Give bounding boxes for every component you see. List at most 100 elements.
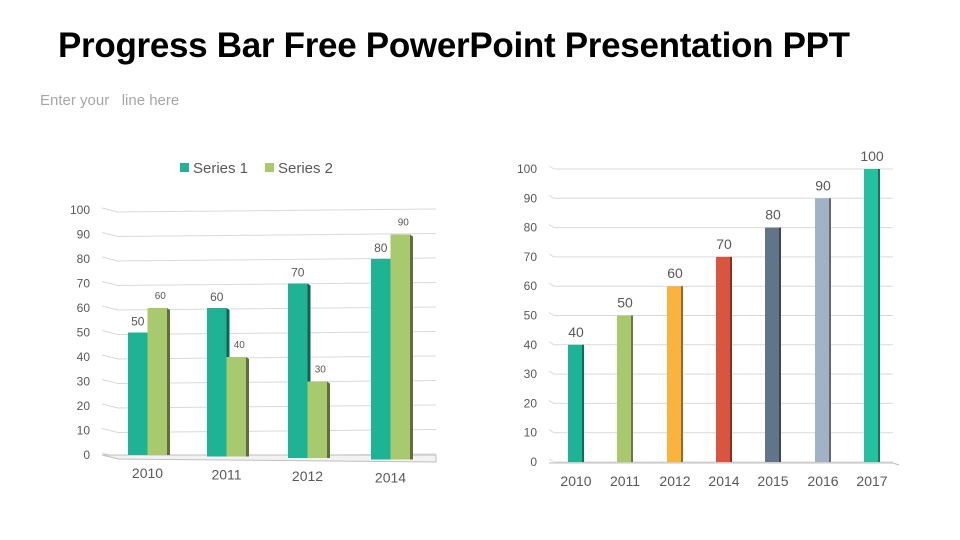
y-tick-label: 90	[77, 228, 91, 242]
data-label: 80	[374, 241, 388, 255]
subtitle-placeholder[interactable]: Enter your line here	[40, 92, 180, 109]
data-label: 40	[234, 340, 246, 351]
gridline-depth	[101, 232, 119, 237]
bar-side	[167, 308, 170, 455]
bar-series-2	[147, 308, 167, 455]
gridline-depth	[548, 370, 555, 375]
page-title: Progress Bar Free PowerPoint Presentatio…	[58, 26, 850, 65]
bar	[716, 256, 732, 462]
gridline-depth	[548, 194, 555, 199]
gridline-depth	[101, 256, 119, 262]
gridline	[117, 233, 437, 237]
bar-series-1	[128, 332, 148, 455]
gridline-depth	[101, 281, 119, 286]
bar	[568, 344, 584, 462]
bar	[667, 286, 683, 462]
y-tick-label: 50	[77, 326, 91, 340]
x-tick-label: 2014	[375, 470, 406, 486]
gridline-depth	[101, 330, 119, 335]
floor	[549, 462, 900, 466]
x-tick-label: 2010	[560, 473, 591, 489]
y-tick-label: 60	[77, 301, 91, 315]
bar-side	[582, 344, 584, 462]
y-tick-label: 0	[530, 455, 537, 469]
gridline-depth	[101, 207, 119, 213]
data-label: 50	[617, 295, 633, 311]
y-tick-label: 10	[524, 426, 538, 440]
bar-side	[829, 198, 831, 463]
data-label: 60	[210, 290, 224, 304]
bar-series-2	[226, 357, 246, 457]
bar	[815, 198, 831, 463]
gridline-depth	[101, 379, 119, 384]
gridline-depth	[101, 428, 119, 433]
data-label: 30	[315, 365, 327, 376]
gridline	[117, 257, 437, 262]
data-label: 70	[291, 266, 305, 280]
gridline-depth	[548, 282, 555, 287]
data-label: 70	[716, 236, 732, 252]
gridline-depth	[548, 429, 555, 434]
legend-swatch	[180, 163, 189, 172]
bar-side	[327, 381, 330, 458]
legend-label: Series 2	[278, 160, 333, 177]
data-label: 80	[765, 207, 781, 223]
gridline	[117, 208, 437, 213]
data-label: 50	[131, 315, 145, 329]
bar-series-1	[207, 308, 227, 457]
bar-series-2	[390, 234, 410, 460]
gridline-depth	[548, 224, 555, 229]
bar-series-2	[307, 381, 327, 458]
y-tick-label: 0	[83, 448, 90, 462]
y-tick-label: 10	[77, 424, 91, 438]
gridline-depth	[101, 403, 119, 409]
y-tick-label: 50	[524, 309, 538, 323]
legend-swatch	[265, 163, 274, 172]
y-tick-label: 80	[524, 221, 538, 235]
bar-side	[681, 286, 683, 462]
data-label: 60	[155, 291, 167, 302]
y-tick-label: 80	[77, 252, 91, 266]
y-tick-label: 30	[524, 367, 538, 381]
y-tick-label: 70	[77, 277, 91, 291]
bar-side	[779, 227, 781, 462]
bar	[765, 227, 781, 462]
gridline-depth	[548, 165, 555, 170]
bar-series-1	[371, 259, 391, 460]
x-tick-label: 2014	[708, 473, 739, 489]
y-tick-label: 60	[524, 279, 538, 293]
gridline-depth	[548, 253, 555, 258]
gridline-depth	[548, 458, 555, 463]
y-tick-label: 100	[70, 203, 90, 217]
gridline-depth	[101, 354, 119, 360]
bar	[864, 169, 880, 462]
data-label: 90	[398, 218, 410, 229]
data-label: 40	[568, 324, 584, 340]
x-tick-label: 2011	[211, 467, 241, 483]
gridline-depth	[548, 399, 555, 404]
y-tick-label: 40	[77, 350, 91, 364]
chart-clustered-columns: 0 10 20 30 40 50 60 70 80 90 100 50 60 2010 60 40 2011 70…	[70, 160, 437, 486]
x-tick-label: 2010	[132, 465, 163, 481]
x-tick-label: 2015	[757, 473, 788, 489]
bar-side	[246, 357, 249, 457]
legend-label: Series 1	[193, 160, 248, 177]
bar-side	[730, 256, 732, 462]
x-tick-label: 2016	[807, 473, 838, 489]
gridline-depth	[548, 341, 555, 346]
x-tick-label: 2011	[610, 473, 640, 489]
x-tick-label: 2017	[856, 473, 887, 489]
gridline-depth	[548, 312, 555, 316]
y-tick-label: 70	[524, 250, 538, 264]
bar-series-1	[288, 283, 308, 458]
y-tick-label: 40	[524, 338, 538, 352]
x-tick-label: 2012	[292, 468, 323, 484]
y-tick-label: 90	[524, 191, 538, 205]
y-tick-label: 20	[524, 396, 538, 410]
y-tick-label: 30	[77, 375, 91, 389]
gridline-depth	[101, 305, 119, 311]
chart-progress-columns: 0 10 20 30 40 50 60 70 80 90 100 40 2010 50 2011 60 2012…	[517, 148, 900, 489]
y-tick-label: 20	[77, 399, 91, 413]
y-tick-label: 100	[517, 162, 537, 176]
